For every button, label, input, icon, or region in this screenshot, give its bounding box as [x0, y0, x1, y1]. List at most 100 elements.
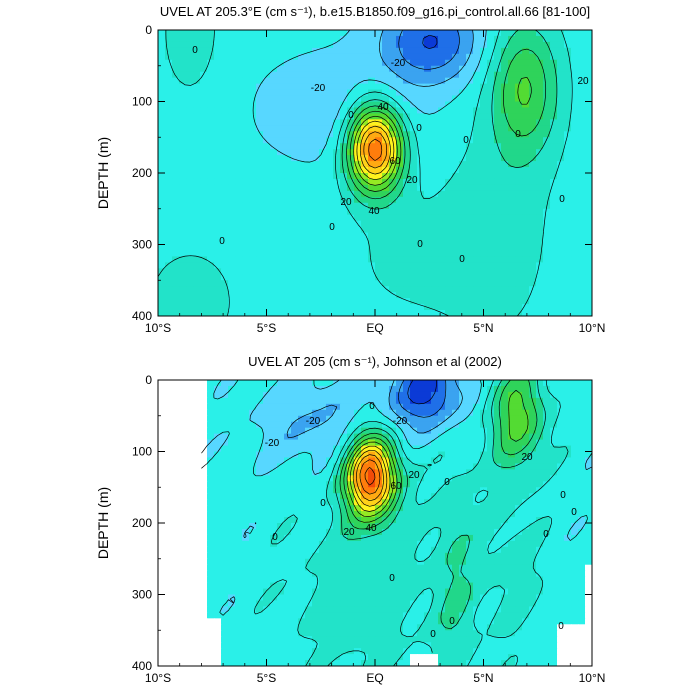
field-cell [284, 190, 292, 198]
field-cell [305, 558, 313, 566]
field-cell [361, 310, 369, 316]
field-cell [403, 385, 411, 393]
field-cell [473, 196, 481, 204]
field-cell [368, 143, 376, 150]
field-cell [417, 523, 425, 530]
field-cell [172, 558, 180, 566]
field-cell [375, 304, 383, 311]
field-cell [172, 552, 180, 560]
field-cell [193, 292, 201, 299]
field-cell [284, 451, 292, 459]
field-cell [165, 101, 173, 109]
field-cell [403, 523, 411, 530]
field-cell [389, 421, 397, 429]
field-cell [291, 30, 299, 37]
field-cell [312, 65, 320, 73]
field-cell [284, 119, 292, 126]
field-cell [585, 71, 592, 79]
field-cell [270, 137, 278, 144]
field-cell [284, 53, 292, 61]
field-cell [396, 77, 404, 85]
field-cell [564, 101, 572, 109]
field-cell [578, 35, 586, 43]
field-cell [417, 463, 425, 470]
field-cell [529, 286, 537, 293]
field-cell [445, 113, 453, 120]
field-cell [228, 523, 236, 530]
field-cell [200, 161, 208, 168]
field-cell [221, 409, 229, 417]
field-cell [165, 564, 173, 572]
field-cell [480, 65, 488, 73]
field-cell [536, 463, 544, 470]
field-cell [179, 107, 187, 115]
field-cell [186, 304, 194, 311]
field-cell [445, 391, 453, 399]
field-cell [179, 155, 187, 162]
field-cell [571, 304, 579, 311]
field-cell [256, 274, 264, 281]
field-cell [585, 493, 592, 500]
field-cell [235, 208, 243, 216]
field-cell [522, 487, 530, 494]
field-cell [452, 190, 460, 198]
field-cell [242, 534, 250, 542]
field-cell [361, 523, 369, 530]
field-cell [515, 167, 523, 174]
field-cell [529, 178, 537, 186]
field-cell [326, 433, 334, 441]
field-cell [445, 523, 453, 530]
field-cell [403, 298, 411, 305]
field-cell [494, 190, 502, 198]
field-cell [564, 421, 572, 429]
field-cell [179, 564, 187, 572]
field-cell [172, 298, 180, 305]
field-cell [424, 214, 432, 222]
field-cell [186, 451, 194, 459]
field-cell [515, 155, 523, 162]
field-cell [298, 167, 306, 174]
field-cell [277, 511, 285, 518]
field-cell [382, 167, 390, 174]
field-cell [200, 137, 208, 144]
field-cell [452, 511, 460, 518]
field-cell [179, 184, 187, 192]
field-cell [291, 445, 299, 453]
field-cell [235, 298, 243, 305]
field-cell [438, 113, 446, 120]
field-cell [298, 286, 306, 293]
field-cell [165, 546, 173, 554]
field-cell [277, 310, 285, 316]
field-cell [389, 415, 397, 423]
field-cell [382, 256, 390, 263]
field-cell [487, 131, 495, 138]
field-cell [193, 523, 201, 530]
field-cell [277, 298, 285, 305]
field-cell [242, 232, 250, 240]
field-cell [431, 184, 439, 192]
field-cell [459, 517, 467, 524]
field-cell [298, 517, 306, 524]
field-cell [536, 505, 544, 512]
field-cell [214, 552, 222, 560]
field-cell [536, 415, 544, 423]
field-cell [326, 445, 334, 453]
field-cell [424, 517, 432, 524]
field-cell [186, 445, 194, 453]
field-cell [382, 481, 390, 488]
field-cell [256, 244, 264, 252]
field-cell [438, 511, 446, 518]
field-cell [340, 262, 348, 269]
field-cell [172, 107, 180, 115]
field-cell [501, 546, 509, 554]
field-cell [242, 53, 250, 61]
field-cell [312, 391, 320, 399]
field-cell [431, 268, 439, 275]
field-cell [550, 493, 558, 500]
field-cell [410, 451, 418, 459]
field-cell [298, 558, 306, 566]
field-cell [375, 262, 383, 269]
field-cell [368, 65, 376, 73]
field-cell [445, 202, 453, 210]
field-cell [487, 499, 495, 506]
